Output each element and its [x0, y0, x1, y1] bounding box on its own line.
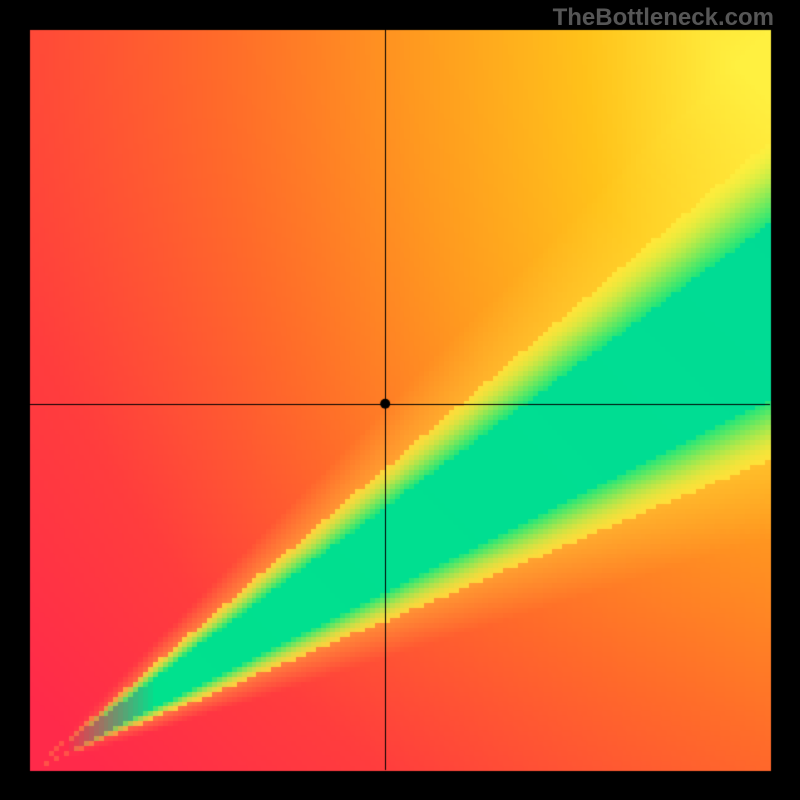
bottleneck-heatmap [0, 0, 800, 800]
chart-container: TheBottleneck.com [0, 0, 800, 800]
watermark-text: TheBottleneck.com [553, 4, 774, 32]
